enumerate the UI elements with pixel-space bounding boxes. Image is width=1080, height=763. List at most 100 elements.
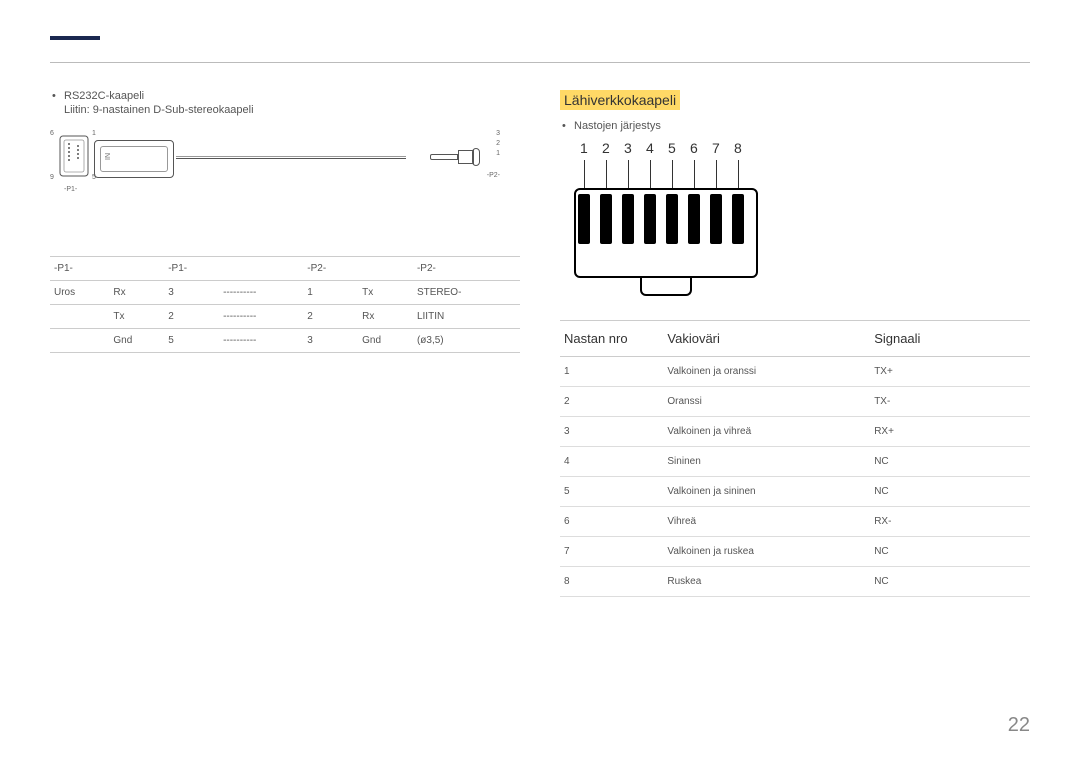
- table-cell: Ruskea: [663, 567, 870, 597]
- table-cell: TX-: [870, 387, 1030, 417]
- table-row: 3Valkoinen ja vihreäRX+: [560, 417, 1030, 447]
- table-cell: Valkoinen ja sininen: [663, 477, 870, 507]
- pin-label-r1: 1: [496, 150, 500, 157]
- table-cell: 6: [560, 507, 663, 537]
- table-cell: NC: [870, 477, 1030, 507]
- rj45-pin-number: 7: [712, 140, 720, 156]
- table-cell: Valkoinen ja ruskea: [663, 537, 870, 567]
- table-cell: LIITIN: [413, 305, 520, 329]
- table-cell: NC: [870, 447, 1030, 477]
- table-cell: 2: [560, 387, 663, 417]
- table-cell: TX+: [870, 357, 1030, 387]
- table-cell: Tx: [358, 281, 413, 305]
- left-column: RS232C-kaapeli Liitin: 9-nastainen D-Sub…: [50, 40, 520, 597]
- pin-label-r3: 3: [496, 130, 500, 137]
- table-cell: STEREO-: [413, 281, 520, 305]
- table-cell: NC: [870, 567, 1030, 597]
- table-header-row: -P1- -P1- -P2- -P2-: [50, 257, 520, 281]
- rj45-pin-number: 1: [580, 140, 588, 156]
- rj45-pin-number: 4: [646, 140, 654, 156]
- stereo-jack-icon: [430, 150, 480, 166]
- table-cell: 5: [560, 477, 663, 507]
- table-cell: ----------: [219, 305, 303, 329]
- rj45-pin-number: 2: [602, 140, 610, 156]
- table-cell: Valkoinen ja oranssi: [663, 357, 870, 387]
- table-row: 6VihreäRX-: [560, 507, 1030, 537]
- table-cell: RX+: [870, 417, 1030, 447]
- th-p2b: -P2-: [413, 257, 520, 281]
- rj45-pin-number: 3: [624, 140, 632, 156]
- cable-wire-2: [176, 156, 406, 157]
- table-row: UrosRx3----------1TxSTEREO-: [50, 281, 520, 305]
- table-cell: 3: [303, 329, 358, 353]
- rj45-wire: [606, 160, 607, 190]
- in-label: IN: [105, 153, 112, 160]
- table-row: 5Valkoinen ja sininenNC: [560, 477, 1030, 507]
- table-row: Gnd5----------3Gnd(ø3,5): [50, 329, 520, 353]
- table-cell: (ø3,5): [413, 329, 520, 353]
- p1-label: -P1-: [64, 186, 77, 193]
- rj45-tab-icon: [640, 278, 692, 296]
- rj45-wire: [738, 160, 739, 190]
- rj45-pin-slot: [688, 194, 700, 244]
- lan-pin-table: Nastan nro Vakioväri Signaali 1Valkoinen…: [560, 320, 1030, 597]
- dsub-inner-icon: IN: [100, 146, 168, 172]
- page-content: RS232C-kaapeli Liitin: 9-nastainen D-Sub…: [0, 0, 1080, 627]
- table-cell: Tx: [109, 305, 164, 329]
- table-cell: Sininen: [663, 447, 870, 477]
- table-cell: Uros: [50, 281, 109, 305]
- table-row: 4SininenNC: [560, 447, 1030, 477]
- table-cell: Rx: [109, 281, 164, 305]
- page-number: 22: [1008, 714, 1030, 737]
- lan-th-signaali: Signaali: [870, 321, 1030, 357]
- rj45-wire: [716, 160, 717, 190]
- table-row: 2OranssiTX-: [560, 387, 1030, 417]
- rj45-pin-slot: [710, 194, 722, 244]
- rj45-pin-slot: [578, 194, 590, 244]
- rj45-wire: [694, 160, 695, 190]
- pin-label-r2: 2: [496, 140, 500, 147]
- rj45-pin-number: 5: [668, 140, 676, 156]
- rj45-pin-number: 8: [734, 140, 742, 156]
- th-p1b: -P1-: [164, 257, 219, 281]
- rj45-wire: [584, 160, 585, 190]
- th-p1a: -P1-: [50, 257, 109, 281]
- table-cell: 1: [560, 357, 663, 387]
- th-p2a: -P2-: [303, 257, 358, 281]
- lan-heading: Lähiverkkokaapeli: [560, 90, 680, 110]
- table-row: 8RuskeaNC: [560, 567, 1030, 597]
- th-blank1: [109, 257, 164, 281]
- table-cell: 4: [560, 447, 663, 477]
- table-cell: Oranssi: [663, 387, 870, 417]
- lan-bullet: Nastojen järjestys: [560, 120, 1030, 132]
- th-blank2: [219, 257, 303, 281]
- table-cell: ----------: [219, 329, 303, 353]
- table-cell: RX-: [870, 507, 1030, 537]
- table-cell: ----------: [219, 281, 303, 305]
- rj45-wire: [650, 160, 651, 190]
- header-accent-bar: [50, 36, 100, 40]
- table-cell: [50, 329, 109, 353]
- table-cell: 3: [164, 281, 219, 305]
- lan-th-nro: Nastan nro: [560, 321, 663, 357]
- rj45-pin-number: 6: [690, 140, 698, 156]
- pin-label-9: 9: [50, 174, 54, 181]
- table-cell: Vihreä: [663, 507, 870, 537]
- table-cell: NC: [870, 537, 1030, 567]
- rj45-pin-slot: [622, 194, 634, 244]
- rj45-pin-slot: [644, 194, 656, 244]
- th-blank3: [358, 257, 413, 281]
- rj45-pin-slot: [732, 194, 744, 244]
- table-row: 1Valkoinen ja oranssiTX+: [560, 357, 1030, 387]
- rj45-pin-slot: [666, 194, 678, 244]
- table-cell: Rx: [358, 305, 413, 329]
- p2-label: -P2-: [487, 172, 500, 179]
- lan-th-vari: Vakioväri: [663, 321, 870, 357]
- table-cell: 5: [164, 329, 219, 353]
- rj45-wire: [628, 160, 629, 190]
- rj45-pin-slot: [600, 194, 612, 244]
- table-cell: Valkoinen ja vihreä: [663, 417, 870, 447]
- table-cell: 1: [303, 281, 358, 305]
- pin-label-1: 1: [92, 130, 96, 137]
- pin-label-6: 6: [50, 130, 54, 137]
